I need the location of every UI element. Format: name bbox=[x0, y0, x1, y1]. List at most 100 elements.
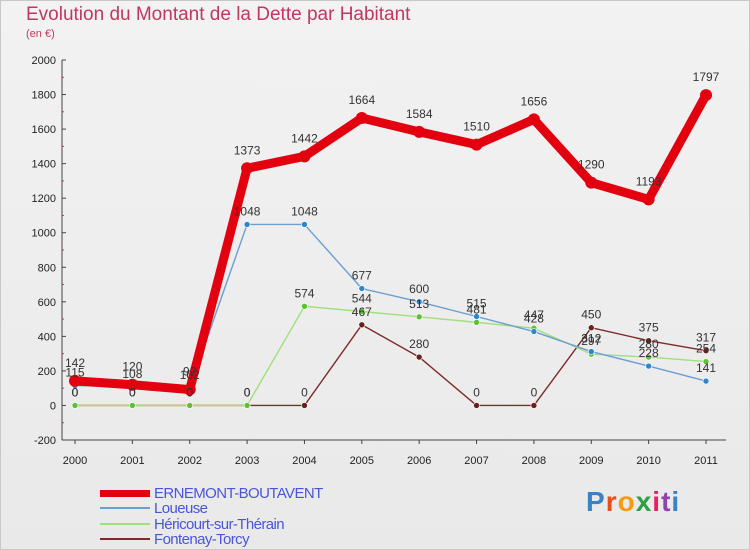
x-tick-label: 2004 bbox=[292, 455, 316, 467]
data-point bbox=[527, 113, 540, 126]
data-label: 1510 bbox=[463, 120, 490, 134]
data-label: 1656 bbox=[521, 94, 548, 108]
data-point bbox=[355, 112, 368, 125]
logo-letter: i bbox=[671, 486, 681, 517]
data-point bbox=[358, 308, 366, 315]
data-label: 481 bbox=[467, 302, 487, 316]
data-label: 254 bbox=[696, 342, 716, 356]
legend-item-ernemont: ERNEMONT-BOUTAVENT bbox=[100, 484, 323, 502]
data-label: 312 bbox=[581, 332, 601, 346]
y-tick-label: 1400 bbox=[32, 159, 56, 171]
data-point bbox=[301, 221, 308, 228]
logo-letter: o bbox=[617, 486, 636, 517]
legend-label-hericourt: Héricourt-sur-Thérain bbox=[154, 515, 285, 533]
y-tick-label: 1200 bbox=[32, 193, 56, 205]
x-tick-label: 2011 bbox=[694, 455, 718, 467]
x-tick-label: 2006 bbox=[407, 455, 431, 467]
data-point bbox=[415, 313, 423, 321]
data-label: 0 bbox=[301, 385, 308, 399]
data-point bbox=[413, 125, 426, 138]
legend-label-ernemont: ERNEMONT-BOUTAVENT bbox=[154, 484, 323, 502]
chart-title: Evolution du Montant de la Dette par Hab… bbox=[26, 4, 411, 25]
y-tick-label: 0 bbox=[50, 400, 56, 412]
data-point bbox=[645, 362, 652, 370]
data-point bbox=[642, 193, 655, 206]
data-point bbox=[301, 303, 308, 310]
data-label: 0 bbox=[186, 385, 193, 399]
series-line-1 bbox=[74, 223, 707, 389]
series-line-0 bbox=[70, 90, 711, 395]
data-point bbox=[530, 328, 538, 335]
data-label: 600 bbox=[409, 282, 429, 296]
data-label: 280 bbox=[409, 337, 429, 351]
data-point bbox=[702, 347, 710, 355]
data-point bbox=[241, 162, 254, 175]
data-label: 513 bbox=[409, 297, 429, 311]
data-label: 467 bbox=[352, 305, 372, 319]
x-tick-label: 2002 bbox=[177, 455, 201, 467]
y-tick-label: 800 bbox=[38, 262, 56, 274]
legend-item-loueuse: Loueuse bbox=[100, 499, 208, 517]
logo-letter: P bbox=[586, 486, 606, 517]
data-label: 102 bbox=[180, 368, 200, 382]
data-point bbox=[645, 337, 652, 344]
data-point bbox=[473, 402, 480, 409]
logo-letter: i bbox=[652, 486, 662, 517]
data-label: 677 bbox=[352, 269, 372, 283]
logo-letter: x bbox=[635, 486, 653, 517]
data-point bbox=[530, 402, 538, 409]
data-point bbox=[473, 313, 480, 320]
data-point bbox=[186, 402, 194, 409]
data-point bbox=[69, 374, 81, 387]
y-tick-label: -200 bbox=[34, 435, 56, 447]
data-label: 108 bbox=[122, 367, 142, 381]
data-label: 1048 bbox=[291, 204, 318, 218]
data-label: 0 bbox=[129, 385, 136, 399]
legend-swatch-ernemont bbox=[100, 489, 150, 497]
x-tick-label: 2007 bbox=[464, 455, 488, 467]
data-label: 0 bbox=[72, 385, 79, 399]
logo-letter: t bbox=[661, 486, 672, 517]
data-point bbox=[183, 383, 196, 396]
data-label: 544 bbox=[352, 291, 372, 305]
x-tick-label: 2003 bbox=[235, 455, 259, 467]
data-label: 297 bbox=[581, 334, 601, 348]
data-point bbox=[645, 353, 652, 361]
data-label: 0 bbox=[244, 385, 251, 399]
y-tick-label: 1000 bbox=[32, 228, 56, 240]
data-label: 141 bbox=[696, 361, 716, 375]
legend-swatch-hericourt bbox=[100, 523, 150, 525]
data-label: 0 bbox=[531, 385, 538, 399]
x-tick-label: 2009 bbox=[579, 455, 603, 467]
chart-subtitle: (en €) bbox=[26, 28, 55, 40]
data-label: 375 bbox=[639, 321, 659, 335]
legend-item-hericourt: Héricourt-sur-Thérain bbox=[100, 515, 285, 533]
y-tick-label: 1600 bbox=[32, 124, 56, 136]
data-point bbox=[587, 324, 595, 332]
data-point bbox=[702, 358, 710, 365]
data-point bbox=[700, 89, 712, 102]
data-point bbox=[126, 378, 139, 391]
data-label: 280 bbox=[639, 337, 659, 351]
data-point bbox=[415, 353, 423, 361]
data-point bbox=[298, 150, 311, 163]
data-label: 317 bbox=[696, 331, 716, 345]
data-label: 0 bbox=[244, 385, 251, 399]
legend-label-loueuse: Loueuse bbox=[154, 499, 208, 517]
data-label: 1584 bbox=[406, 107, 433, 121]
data-point bbox=[415, 298, 423, 306]
y-tick-label: 400 bbox=[38, 331, 56, 343]
data-point bbox=[470, 138, 483, 151]
x-tick-label: 2005 bbox=[350, 455, 374, 467]
data-label: 120 bbox=[122, 360, 142, 374]
data-label: 0 bbox=[473, 385, 480, 399]
x-tick-label: 2001 bbox=[120, 455, 144, 467]
data-label: 0 bbox=[186, 385, 193, 399]
data-label: 1290 bbox=[578, 158, 605, 172]
data-point bbox=[301, 402, 308, 409]
y-tick-label: 200 bbox=[38, 366, 56, 378]
data-label: 1048 bbox=[234, 204, 261, 218]
proxiti-logo: Proxiti bbox=[586, 486, 680, 518]
data-point bbox=[71, 402, 79, 409]
y-tick-label: 2000 bbox=[32, 55, 56, 67]
